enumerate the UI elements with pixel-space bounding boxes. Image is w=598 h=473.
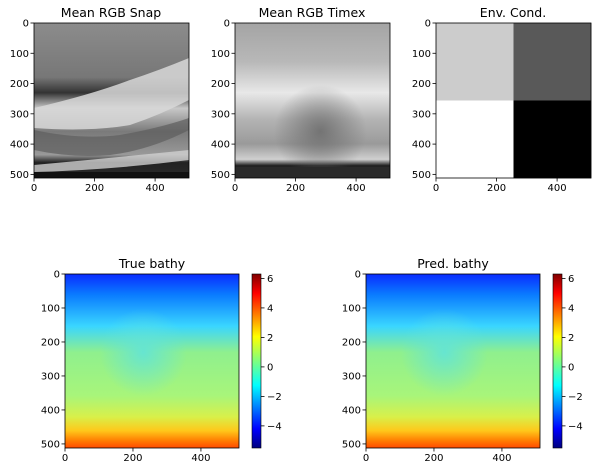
ytick-label: 500 <box>342 439 361 450</box>
colorbar-tick-label: 4 <box>267 303 273 314</box>
xtick-label: 0 <box>433 183 439 194</box>
ytick-label: 400 <box>342 405 361 416</box>
ytick-label: 200 <box>211 79 230 90</box>
panel-timex: Mean RGB Timex 0 200 400 0 100 200 300 400 500 <box>211 5 391 195</box>
xtick-label: 400 <box>548 183 567 194</box>
env-cell <box>513 100 592 179</box>
xtick-label: 200 <box>286 183 305 194</box>
ytick-label: 200 <box>412 79 431 90</box>
ytick-label: 400 <box>412 140 431 151</box>
ytick-label: 0 <box>425 19 431 30</box>
ticks-true-bathy: 0 200 400 0 100 200 300 400 500 <box>41 270 211 465</box>
xtick-label: 200 <box>487 183 506 194</box>
title-true-bathy: True bathy <box>118 256 186 271</box>
xtick-label: 400 <box>191 453 210 464</box>
ytick-label: 100 <box>10 49 29 60</box>
ytick-label: 300 <box>342 371 361 382</box>
ytick-label: 400 <box>10 140 29 151</box>
xtick-label: 0 <box>363 453 369 464</box>
timex-image <box>235 23 390 178</box>
colorbar-tick-label: 0 <box>568 362 574 373</box>
axes-frame-true-bathy <box>64 273 240 449</box>
ticks-timex: 0 200 400 0 100 200 300 400 500 <box>211 19 366 195</box>
title-timex: Mean RGB Timex <box>259 5 366 20</box>
xtick-label: 200 <box>424 453 443 464</box>
true-bathy-image <box>65 274 239 448</box>
ytick-label: 200 <box>41 337 60 348</box>
axes-frame-pred-bathy <box>365 273 541 449</box>
colorbar-pred-bathy <box>552 273 563 449</box>
colorbar-tick-label: 6 <box>267 274 273 285</box>
xtick-label: 0 <box>62 453 68 464</box>
xtick-label: 200 <box>123 453 142 464</box>
panel-snap: Mean RGB Snap 0 200 400 0 100 200 300 400 500 <box>10 5 190 195</box>
xtick-label: 400 <box>347 183 366 194</box>
env-cell <box>436 23 514 101</box>
ytick-label: 400 <box>41 405 60 416</box>
colorbar-tick-label: 2 <box>568 333 574 344</box>
ytick-label: 100 <box>41 303 60 314</box>
env-cell <box>513 23 592 101</box>
ytick-label: 0 <box>355 270 361 281</box>
axes-frame-timex <box>234 22 391 179</box>
colorbar-tick-label: 0 <box>267 362 273 373</box>
title-snap: Mean RGB Snap <box>61 5 161 20</box>
ytick-label: 500 <box>211 170 230 181</box>
ticks-env: 0 200 400 0 100 200 300 400 500 <box>412 19 567 195</box>
ytick-label: 500 <box>412 170 431 181</box>
ytick-label: 100 <box>412 49 431 60</box>
env-cells <box>436 23 592 179</box>
axes-frame-env <box>435 22 592 179</box>
env-cell <box>436 100 514 179</box>
ytick-label: 200 <box>342 337 361 348</box>
ticks-pred-bathy: 0 200 400 0 100 200 300 400 500 <box>342 270 512 465</box>
ytick-label: 300 <box>211 109 230 120</box>
ytick-label: 0 <box>54 270 60 281</box>
colorbar-tick-label: −2 <box>267 392 282 403</box>
colorbar-tick-label: 2 <box>267 333 273 344</box>
title-pred-bathy: Pred. bathy <box>417 256 489 271</box>
ytick-label: 300 <box>412 109 431 120</box>
panel-true-bathy: True bathy 0 200 400 0 100 200 300 400 500 6 4 2 0 −… <box>41 256 282 464</box>
axes-frame-snap <box>33 22 190 179</box>
colorbar-ticks-pred-bathy: 6 4 2 0 −2 −4 <box>562 274 583 432</box>
panel-pred-bathy: Pred. bathy 0 200 400 0 100 200 300 400 500 6 4 2 0… <box>342 256 583 464</box>
xtick-label: 400 <box>146 183 165 194</box>
xtick-label: 0 <box>232 183 238 194</box>
title-env: Env. Cond. <box>480 5 546 20</box>
ytick-label: 300 <box>41 371 60 382</box>
xtick-label: 400 <box>492 453 511 464</box>
ytick-label: 100 <box>342 303 361 314</box>
ytick-label: 200 <box>10 79 29 90</box>
colorbar-tick-label: −2 <box>568 392 583 403</box>
ytick-label: 0 <box>23 19 29 30</box>
ticks-snap: 0 200 400 0 100 200 300 400 500 <box>10 19 165 195</box>
ytick-label: 500 <box>10 170 29 181</box>
pred-bathy-image <box>366 274 540 448</box>
xtick-label: 0 <box>31 183 37 194</box>
snap-image <box>34 23 189 178</box>
colorbar-tick-label: −4 <box>568 421 583 432</box>
ytick-label: 500 <box>41 439 60 450</box>
colorbar-ticks-true-bathy: 6 4 2 0 −2 −4 <box>261 274 282 432</box>
ytick-label: 300 <box>10 109 29 120</box>
colorbar-tick-label: −4 <box>267 421 282 432</box>
ytick-label: 0 <box>224 19 230 30</box>
panel-env: Env. Cond. 0 200 400 0 100 200 300 400 500 <box>412 5 592 195</box>
colorbar-true-bathy <box>251 273 262 449</box>
colorbar-tick-label: 6 <box>568 274 574 285</box>
xtick-label: 200 <box>85 183 104 194</box>
colorbar-tick-label: 4 <box>568 303 574 314</box>
ytick-label: 100 <box>211 49 230 60</box>
ytick-label: 400 <box>211 140 230 151</box>
